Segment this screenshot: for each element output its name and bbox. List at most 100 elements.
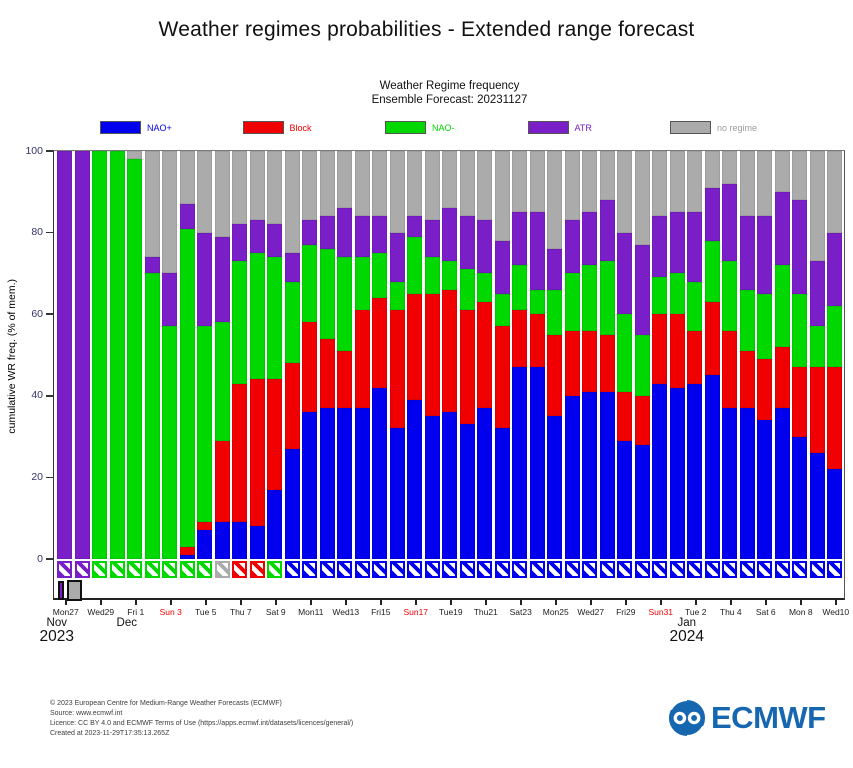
regime-hatch-nao_plus (302, 561, 318, 578)
x-axis-tick (170, 600, 172, 605)
bar-segment-no_regime (704, 151, 720, 188)
bar-segment-nao_plus (704, 375, 720, 559)
x-axis-tick (625, 600, 627, 605)
x-axis-tick-label: Sun 3 (159, 607, 182, 617)
regime-hatch-nao_plus (529, 561, 545, 578)
bar-segment-atr (284, 253, 300, 282)
x-axis-tick-label: Sat23 (509, 607, 532, 617)
bar-segment-block (267, 379, 283, 490)
bar-segment-nao_minus (564, 273, 580, 331)
bar-segment-nao_plus (634, 444, 650, 559)
x-axis-year-label: 2024 (669, 628, 704, 645)
regime-hatch-nao_plus (809, 561, 825, 578)
y-axis-tick-label: 20 (31, 470, 43, 483)
bar-segment-nao_plus (652, 383, 668, 559)
bar-segment-atr (529, 212, 545, 290)
bar-segment-no_regime (232, 151, 248, 225)
legend-swatch-no_regime (670, 121, 711, 134)
regime-hatch-nao_plus (827, 561, 843, 578)
bar-segment-atr (74, 151, 90, 559)
bar-segment-atr (477, 220, 493, 274)
x-axis-tick-label: Tue19 (438, 607, 463, 617)
bar-segment-block (337, 350, 353, 409)
bar-segment-no_regime (284, 151, 300, 253)
x-axis-tick-label: Mon11 (298, 607, 324, 617)
regime-hatch-nao_plus (687, 561, 703, 578)
bar-segment-no_regime (389, 151, 405, 233)
bar-segment-atr (494, 240, 510, 294)
footer-source: Source: www.ecmwf.int (50, 710, 123, 717)
y-axis-tick-label: 40 (31, 389, 43, 402)
bar-segment-block (582, 330, 598, 392)
bar-segment-nao_minus (232, 261, 248, 384)
regime-hatch-block (232, 561, 248, 578)
regime-hatch-nao_plus (354, 561, 370, 578)
bar-segment-atr (652, 216, 668, 278)
bar-segment-nao_plus (529, 367, 545, 559)
bar-segment-atr (442, 208, 458, 262)
bar-segment-block (652, 314, 668, 384)
bar-segment-nao_minus (389, 281, 405, 311)
y-axis-tick-label: 60 (31, 307, 43, 320)
y-axis-tick (46, 231, 53, 234)
regime-hatch-nao_plus (372, 561, 388, 578)
bar-segment-nao_plus (424, 416, 440, 559)
bar-segment-no_regime (809, 151, 825, 262)
x-axis-tick (485, 600, 487, 605)
bar-segment-block (424, 293, 440, 417)
bar-segment-no_regime (162, 151, 178, 274)
bar-segment-no_regime (477, 151, 493, 221)
bar-segment-block (599, 334, 615, 392)
regime-hatch-nao_plus (547, 561, 563, 578)
bar-segment-nao_minus (599, 261, 615, 335)
bar-segment-atr (179, 204, 195, 229)
bar-segment-block (722, 330, 738, 409)
bar-segment-nao_minus (687, 281, 703, 331)
bar-segment-block (669, 314, 685, 388)
analysis-regime-box-no_regime (67, 580, 82, 601)
legend-swatch-nao_minus (385, 121, 426, 134)
regime-hatch-nao_minus (267, 561, 283, 578)
regime-hatch-nao_plus (774, 561, 790, 578)
bar-segment-block (302, 322, 318, 413)
bar-segment-atr (599, 199, 615, 262)
x-axis-tick (450, 600, 452, 605)
bar-segment-block (372, 297, 388, 388)
bar-segment-atr (459, 216, 475, 270)
bar-segment-no_regime (739, 151, 755, 217)
x-axis-tick (205, 600, 207, 605)
bar-segment-block (547, 334, 563, 417)
bar-segment-block (442, 289, 458, 413)
bar-segment-atr (809, 261, 825, 327)
x-axis-tick (555, 600, 557, 605)
bar-segment-block (232, 383, 248, 523)
bar-segment-nao_minus (757, 293, 773, 360)
legend-swatch-block (242, 121, 284, 134)
regime-hatch-nao_minus (197, 561, 213, 578)
bar-segment-nao_plus (809, 452, 825, 559)
bar-segment-atr (407, 216, 423, 237)
bar-segment-no_regime (459, 151, 475, 217)
x-axis-tick (345, 600, 347, 605)
bar-segment-block (617, 391, 633, 441)
bar-segment-nao_minus (442, 261, 458, 290)
bar-segment-nao_minus (337, 257, 353, 351)
bar-segment-block (389, 310, 405, 429)
bar-segment-nao_plus (599, 391, 615, 559)
bar-segment-no_regime (757, 151, 773, 217)
bar-segment-no_regime (354, 151, 370, 217)
regime-hatch-nao_plus (442, 561, 458, 578)
bar-segment-atr (57, 151, 73, 559)
bar-segment-nao_minus (162, 326, 178, 559)
x-axis-tick-label: Fri15 (371, 607, 391, 617)
x-axis-tick-label: Thu 4 (719, 607, 742, 617)
bar-segment-atr (319, 216, 335, 249)
bar-segment-nao_plus (494, 428, 510, 559)
analysis-regime-box-atr (57, 581, 64, 600)
bar-segment-no_regime (144, 151, 160, 258)
bar-segment-no_regime (547, 151, 563, 249)
bar-segment-no_regime (372, 151, 388, 217)
x-axis-tick (100, 600, 102, 605)
bar-segment-block (477, 301, 493, 409)
bar-segment-atr (669, 212, 685, 274)
